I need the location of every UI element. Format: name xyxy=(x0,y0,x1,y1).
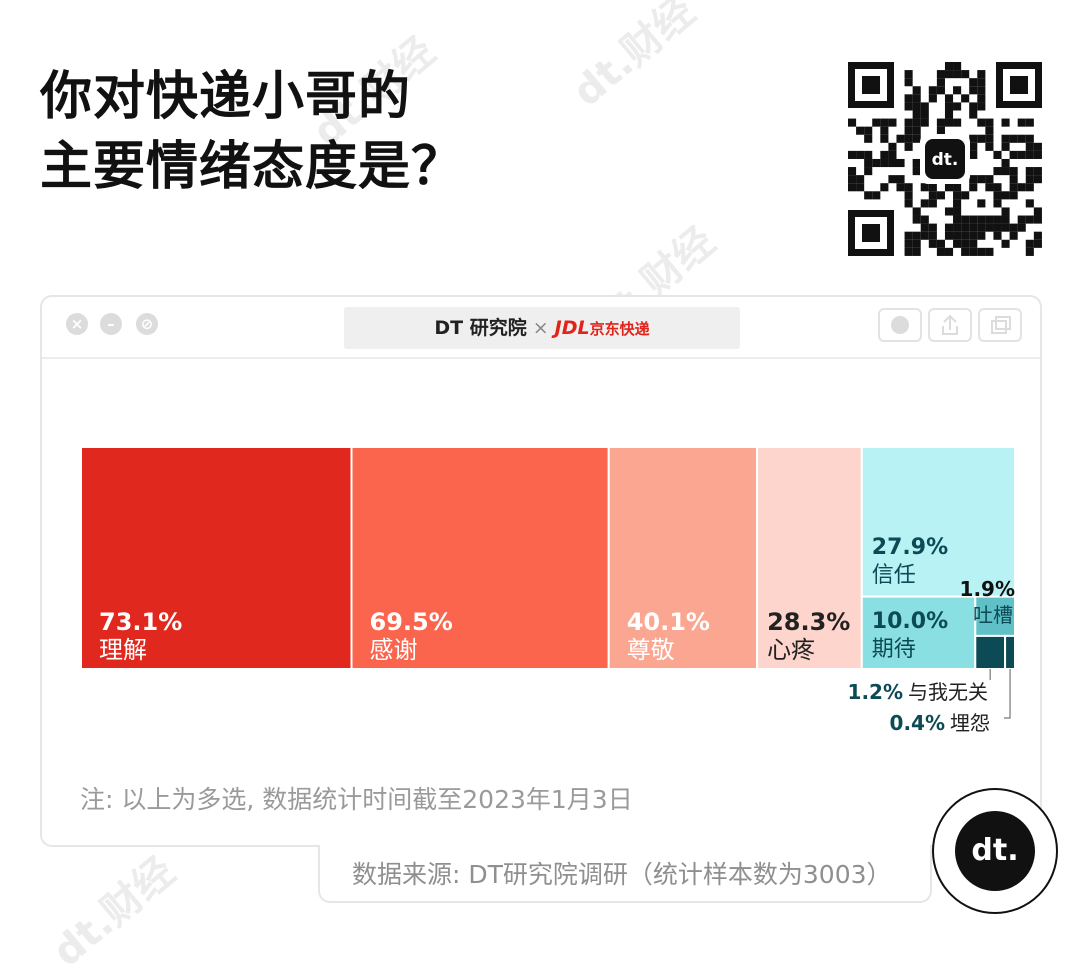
value-label: 10.0% xyxy=(872,609,948,634)
dt-logo-text: dt. xyxy=(955,811,1035,891)
qr-logo-text: dt. xyxy=(932,150,959,170)
category-label: 埋怨 xyxy=(950,711,990,735)
category-label: 期待 xyxy=(872,637,916,662)
category-label: 与我无关 xyxy=(908,680,988,704)
chart-note: 注: 以上为多选, 数据统计时间截至2023年1月3日 xyxy=(80,785,633,814)
treemap-block-2 xyxy=(350,446,610,670)
category-label: 理解 xyxy=(99,636,147,664)
treemap-block-8 xyxy=(974,634,1007,671)
brand-jdl-cn: 京东快递 xyxy=(589,320,650,338)
value-label: 28.3% xyxy=(767,608,850,636)
value-label: 40.1% xyxy=(627,608,710,636)
category-label: 尊敬 xyxy=(627,636,675,664)
category-label: 信任 xyxy=(872,563,916,588)
category-label: 吐槽 xyxy=(973,603,1013,627)
window-title: DT 研究院 × JDL京东快递 xyxy=(344,307,740,349)
brand-dt: DT 研究院 xyxy=(434,317,527,339)
duplicate-icon[interactable] xyxy=(978,308,1022,342)
value-label: 27.9% xyxy=(872,535,948,560)
minimize-icon[interactable]: – xyxy=(100,313,122,335)
category-label: 心疼 xyxy=(767,636,815,664)
value-label: 73.1% xyxy=(99,608,182,636)
share-icon[interactable] xyxy=(928,308,972,342)
record-icon[interactable] xyxy=(878,308,922,342)
qr-code: dt. xyxy=(848,62,1042,256)
value-label: 69.5% xyxy=(370,608,453,636)
page-title: 你对快递小哥的 主要情绪态度是？ xyxy=(40,62,464,202)
source-tab xyxy=(318,845,932,903)
close-icon[interactable]: × xyxy=(66,313,88,335)
data-source: 数据来源: DT研究院调研（统计样本数为3003） xyxy=(352,860,892,889)
treemap-block-5 xyxy=(860,446,1016,598)
brand-jdl: JDL xyxy=(554,317,590,339)
value-label: 1.2% xyxy=(848,680,903,704)
dt-logo-badge: dt. xyxy=(932,788,1058,914)
window-title-bar: × – ⊘ DT 研究院 × JDL京东快递 xyxy=(42,297,1040,359)
value-label: 1.9% xyxy=(960,577,1015,601)
treemap-block-7 xyxy=(974,595,1016,637)
leader-line xyxy=(1004,669,1011,719)
treemap-chart: 73.1%理解 69.5%感谢 40.1%尊敬 28.3%心疼 27.9% 信任 10.0%… xyxy=(80,446,1016,735)
brand-separator: × xyxy=(532,317,549,339)
value-label: 0.4% xyxy=(890,711,945,735)
title-line-2: 主要情绪态度是？ xyxy=(40,137,465,197)
treemap-block-9 xyxy=(1004,634,1016,671)
title-line-1: 你对快递小哥的 xyxy=(40,67,412,127)
treemap-block-4 xyxy=(756,446,863,670)
treemap-block-1 xyxy=(80,446,353,670)
block-icon[interactable]: ⊘ xyxy=(136,313,158,335)
category-label: 感谢 xyxy=(370,636,418,664)
